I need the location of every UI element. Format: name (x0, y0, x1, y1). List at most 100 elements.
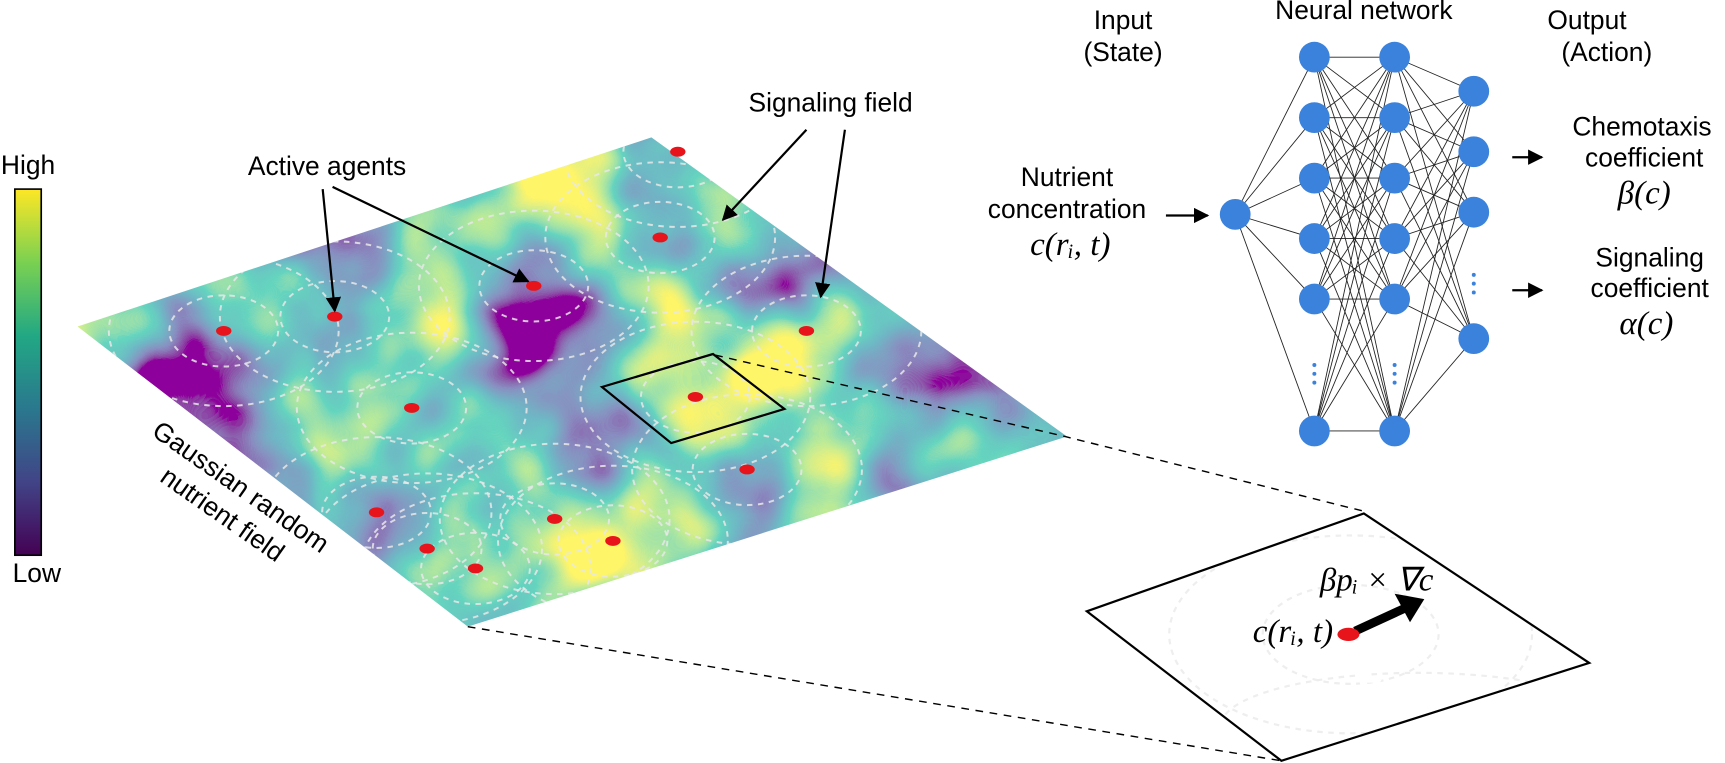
label-signaling-field: Signaling field (748, 87, 912, 117)
pointer (321, 188, 342, 313)
network-title: Neural network (1275, 0, 1453, 25)
signal-ring (579, 320, 812, 474)
connection (1313, 56, 1396, 239)
neuron (1298, 102, 1330, 134)
neuron (1458, 75, 1490, 107)
agent (605, 535, 621, 546)
input-name: Nutrient (1021, 162, 1114, 192)
agent (216, 325, 232, 336)
zoom-field (1168, 534, 1590, 761)
neuron (1379, 283, 1411, 315)
agent (670, 146, 686, 157)
signal-ring (438, 442, 671, 596)
agent (739, 464, 755, 475)
connection (1394, 91, 1475, 239)
zoom-frame (1084, 512, 1592, 763)
connection (1234, 214, 1315, 300)
ellipsis-dot (1392, 371, 1397, 376)
connection (1313, 117, 1396, 300)
agent (327, 311, 343, 322)
connection (1234, 56, 1315, 215)
signal-ring (497, 464, 729, 618)
signal-ring (420, 531, 531, 606)
signal-ring (631, 393, 863, 546)
connection (1394, 151, 1475, 300)
connection (1313, 298, 1395, 432)
colorbar (14, 188, 43, 557)
neuron (1458, 196, 1490, 228)
chemotaxis-term: βpᵢ × ∇c (1319, 562, 1434, 598)
zoom-line (715, 354, 1365, 512)
signal-ring (321, 475, 432, 549)
neuron (1379, 223, 1411, 254)
signal-ring (557, 504, 669, 578)
label-active-agents: Active agents (248, 151, 406, 181)
signal-ring (691, 432, 803, 507)
connection (1313, 238, 1396, 432)
chemotaxis-arrow (1394, 593, 1425, 623)
pointer (815, 129, 846, 299)
output-2-name: Signaling (1595, 242, 1704, 272)
agent (546, 513, 563, 524)
connection (1314, 238, 1395, 300)
connection (1313, 177, 1395, 300)
ellipsis-dot (1471, 281, 1476, 286)
ellipsis-dot (1471, 272, 1476, 277)
signal-ring (478, 249, 590, 323)
connection (1394, 91, 1475, 300)
input-name: concentration (988, 194, 1146, 224)
output-2-name: coefficient (1591, 273, 1710, 303)
connection (1394, 212, 1475, 432)
pointer (332, 185, 530, 283)
zoom-line (467, 625, 1282, 762)
agent (798, 325, 815, 336)
signal-ring (544, 161, 777, 314)
neuron (1379, 102, 1411, 134)
signaling-term: αpᵢ × ∇ρ (1276, 675, 1392, 711)
connection (1313, 177, 1396, 432)
ellipsis-dot (1392, 380, 1397, 385)
neuron (1379, 415, 1411, 447)
neuron (1298, 415, 1330, 447)
ellipsis-dot (1312, 363, 1317, 367)
connection (1313, 57, 1396, 300)
neuron (1298, 223, 1330, 254)
connection (1234, 214, 1315, 432)
neuron (1379, 41, 1411, 73)
signal-ring (639, 360, 751, 434)
neuron (1458, 323, 1490, 355)
connection (1394, 177, 1475, 339)
connection (1313, 56, 1395, 179)
neuron (1458, 136, 1490, 168)
neuron (1298, 41, 1330, 73)
nutrient-field (77, 137, 1067, 627)
ellipsis-dot (1312, 380, 1317, 385)
agent (404, 402, 420, 413)
zoom-box (599, 352, 787, 445)
agent (419, 543, 435, 554)
connection (1394, 90, 1475, 179)
signal-ring (295, 331, 528, 485)
connection (1394, 151, 1475, 432)
connection (1234, 117, 1315, 215)
neuron (1219, 198, 1251, 230)
input-header: (State) (1083, 37, 1162, 67)
signal-ring (499, 482, 611, 556)
connection (1394, 238, 1475, 339)
signaling-arrow (1346, 659, 1375, 687)
ellipsis-dot (1312, 371, 1317, 376)
neuron (1379, 162, 1411, 194)
output-1-name: coefficient (1585, 142, 1704, 172)
output-header: (Action) (1561, 37, 1652, 67)
signal-ring (356, 371, 468, 445)
output-1-symbol: β(c) (1617, 175, 1671, 211)
signal-ring (751, 294, 862, 368)
agent (368, 507, 385, 518)
agent (687, 391, 704, 402)
pointer (721, 128, 808, 222)
connection (1394, 338, 1475, 432)
agent (652, 232, 668, 243)
connection (1394, 211, 1475, 300)
ellipsis-dot (1392, 363, 1397, 367)
